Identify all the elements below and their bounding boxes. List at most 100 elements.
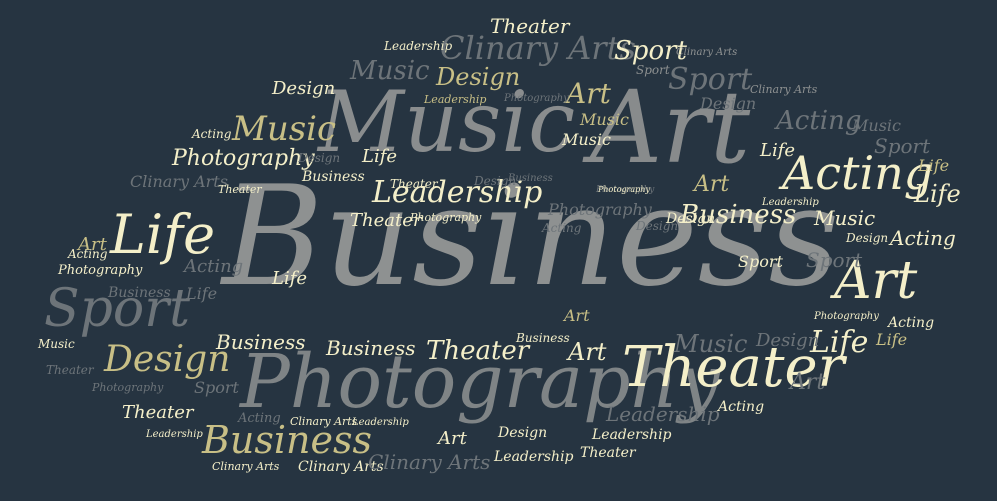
word-life-right4: Life [810, 325, 869, 360]
word-photography-top: Photography [504, 93, 569, 104]
word-design-top3: Design [700, 94, 757, 113]
word-acting-right2: Acting [890, 226, 956, 250]
word-art-mid3: Art [568, 338, 607, 366]
word-design-left: Design [104, 339, 231, 380]
word-design-left2: Design [498, 425, 548, 441]
word-theater-left2: Theater [46, 363, 94, 377]
word-theater-top: Theater [490, 14, 570, 38]
word-sport-top: Sport [614, 36, 687, 66]
word-photography-right2: Photography [548, 200, 652, 219]
word-art-left: Art [78, 234, 107, 255]
word-theater-big: Theater [622, 335, 845, 400]
word-design-right3: Design [666, 211, 716, 227]
word-photography-left3: Photography [92, 381, 164, 394]
word-clinary-arts-top: Clinary Arts [750, 83, 818, 96]
word-leadership-mid: Leadership [372, 175, 543, 210]
word-acting-right-top: Acting [776, 106, 862, 136]
word-sport-left2: Sport [194, 378, 239, 397]
word-art-mid: Art [694, 172, 730, 197]
word-music-right: Music [852, 116, 901, 135]
word-life-mid2: Life [272, 268, 308, 289]
word-art-big: Art [590, 69, 751, 186]
word-design-top2: Design [272, 78, 336, 99]
word-music-right2: Music [814, 206, 876, 230]
word-music-top: Music [350, 56, 430, 86]
word-acting-left: Acting [192, 127, 232, 141]
word-acting-left4: Acting [238, 411, 281, 426]
word-sport-top2: Sport [668, 62, 753, 97]
word-design-right2: Design [756, 330, 820, 351]
word-clinary-lower: Clinary Arts [290, 415, 358, 428]
word-theater-left: Theater [218, 183, 262, 196]
word-business-mid: Business [508, 173, 553, 184]
word-design-mid: Design [474, 174, 517, 188]
word-clinary-left: Clinary Arts [130, 172, 228, 191]
word-business-mid2: Business [302, 169, 365, 185]
word-sport-right3: Sport [738, 252, 783, 271]
word-art-lower: Art [790, 370, 826, 395]
word-art-top: Art [566, 77, 611, 110]
word-music-top2: Music [580, 110, 629, 129]
word-theater-mid: Theater [390, 177, 438, 191]
word-life-left: Life [186, 284, 218, 303]
word-clinary-lower3: Clinary Arts [298, 459, 384, 475]
word-photography-right: Photography [814, 311, 879, 322]
word-clinary-bottom: Clinary Arts [368, 450, 491, 474]
word-acting-right4: Acting [542, 221, 582, 235]
word-leadership-left: Leadership [352, 417, 409, 428]
word-business-left: Business [108, 285, 171, 301]
word-acting-lower: Acting [718, 399, 765, 415]
word-photography-top-small: Photography [598, 185, 650, 194]
word-music-mid: Music [562, 130, 611, 149]
word-business-mid5: Business [216, 330, 306, 354]
word-leadership-top: Leadership [384, 39, 453, 53]
word-leadership-bottom: Leadership [494, 449, 574, 465]
word-sport-big: Sport [44, 279, 190, 339]
word-art-right: Art [834, 251, 918, 311]
word-art-bottom: Art [438, 428, 467, 449]
word-theater-left3: Theater [122, 402, 194, 423]
word-leadership-lower: Leadership [606, 402, 720, 426]
word-business-bottom: Business [202, 418, 373, 462]
word-clinary-right: Clinary Arts [676, 47, 738, 58]
word-art-mid2: Art [564, 306, 590, 325]
word-design-right: Design [846, 231, 889, 245]
word-photography-left2: Photography [58, 263, 143, 278]
word-life-right5: Life [876, 330, 908, 349]
word-life-mid: Life [362, 146, 398, 167]
word-acting-big: Acting [782, 146, 934, 200]
word-life-right3: Life [914, 180, 961, 208]
word-photography-left: Photography [172, 146, 315, 171]
word-life-right2: Life [918, 156, 950, 175]
word-leadership-right: Leadership [762, 197, 819, 208]
word-sport-top3: Sport [636, 63, 670, 77]
word-leadership-lower2: Leadership [592, 427, 672, 443]
word-life-right: Life [760, 140, 796, 161]
word-acting-right3: Acting [888, 315, 935, 331]
word-music-left: Music [232, 109, 337, 149]
word-business-mid3: Business [516, 331, 570, 345]
word-photography-mid2: Photography [596, 185, 655, 195]
word-theater-mid2: Theater [350, 210, 422, 231]
word-leadership-lower3: Leadership [146, 429, 203, 440]
word-photography-mid: Photography [410, 211, 482, 224]
word-business-main: Business [222, 156, 840, 317]
word-design-mid3: Design [298, 151, 341, 165]
word-clinary-top: Clinary Arts [440, 29, 636, 67]
word-design-mid2: Design [636, 219, 679, 233]
word-design-top: Design [436, 63, 521, 91]
word-music-big: Music [318, 73, 576, 171]
word-acting-left3: Acting [184, 256, 244, 277]
word-acting-left2: Acting [68, 247, 108, 261]
word-leadership-top2: Leadership [424, 93, 487, 106]
word-music-lower: Music [674, 330, 748, 358]
word-photography-big: Photography [240, 339, 720, 425]
word-sport-right: Sport [874, 134, 931, 158]
word-theater-mid3: Theater [426, 336, 530, 366]
word-business-mid4: Business [326, 336, 416, 360]
word-business-right: Business [680, 200, 797, 230]
word-music-left2: Music [38, 337, 75, 351]
word-life-big: Life [110, 203, 216, 266]
word-clinary-lower2: Clinary Arts [212, 460, 280, 473]
